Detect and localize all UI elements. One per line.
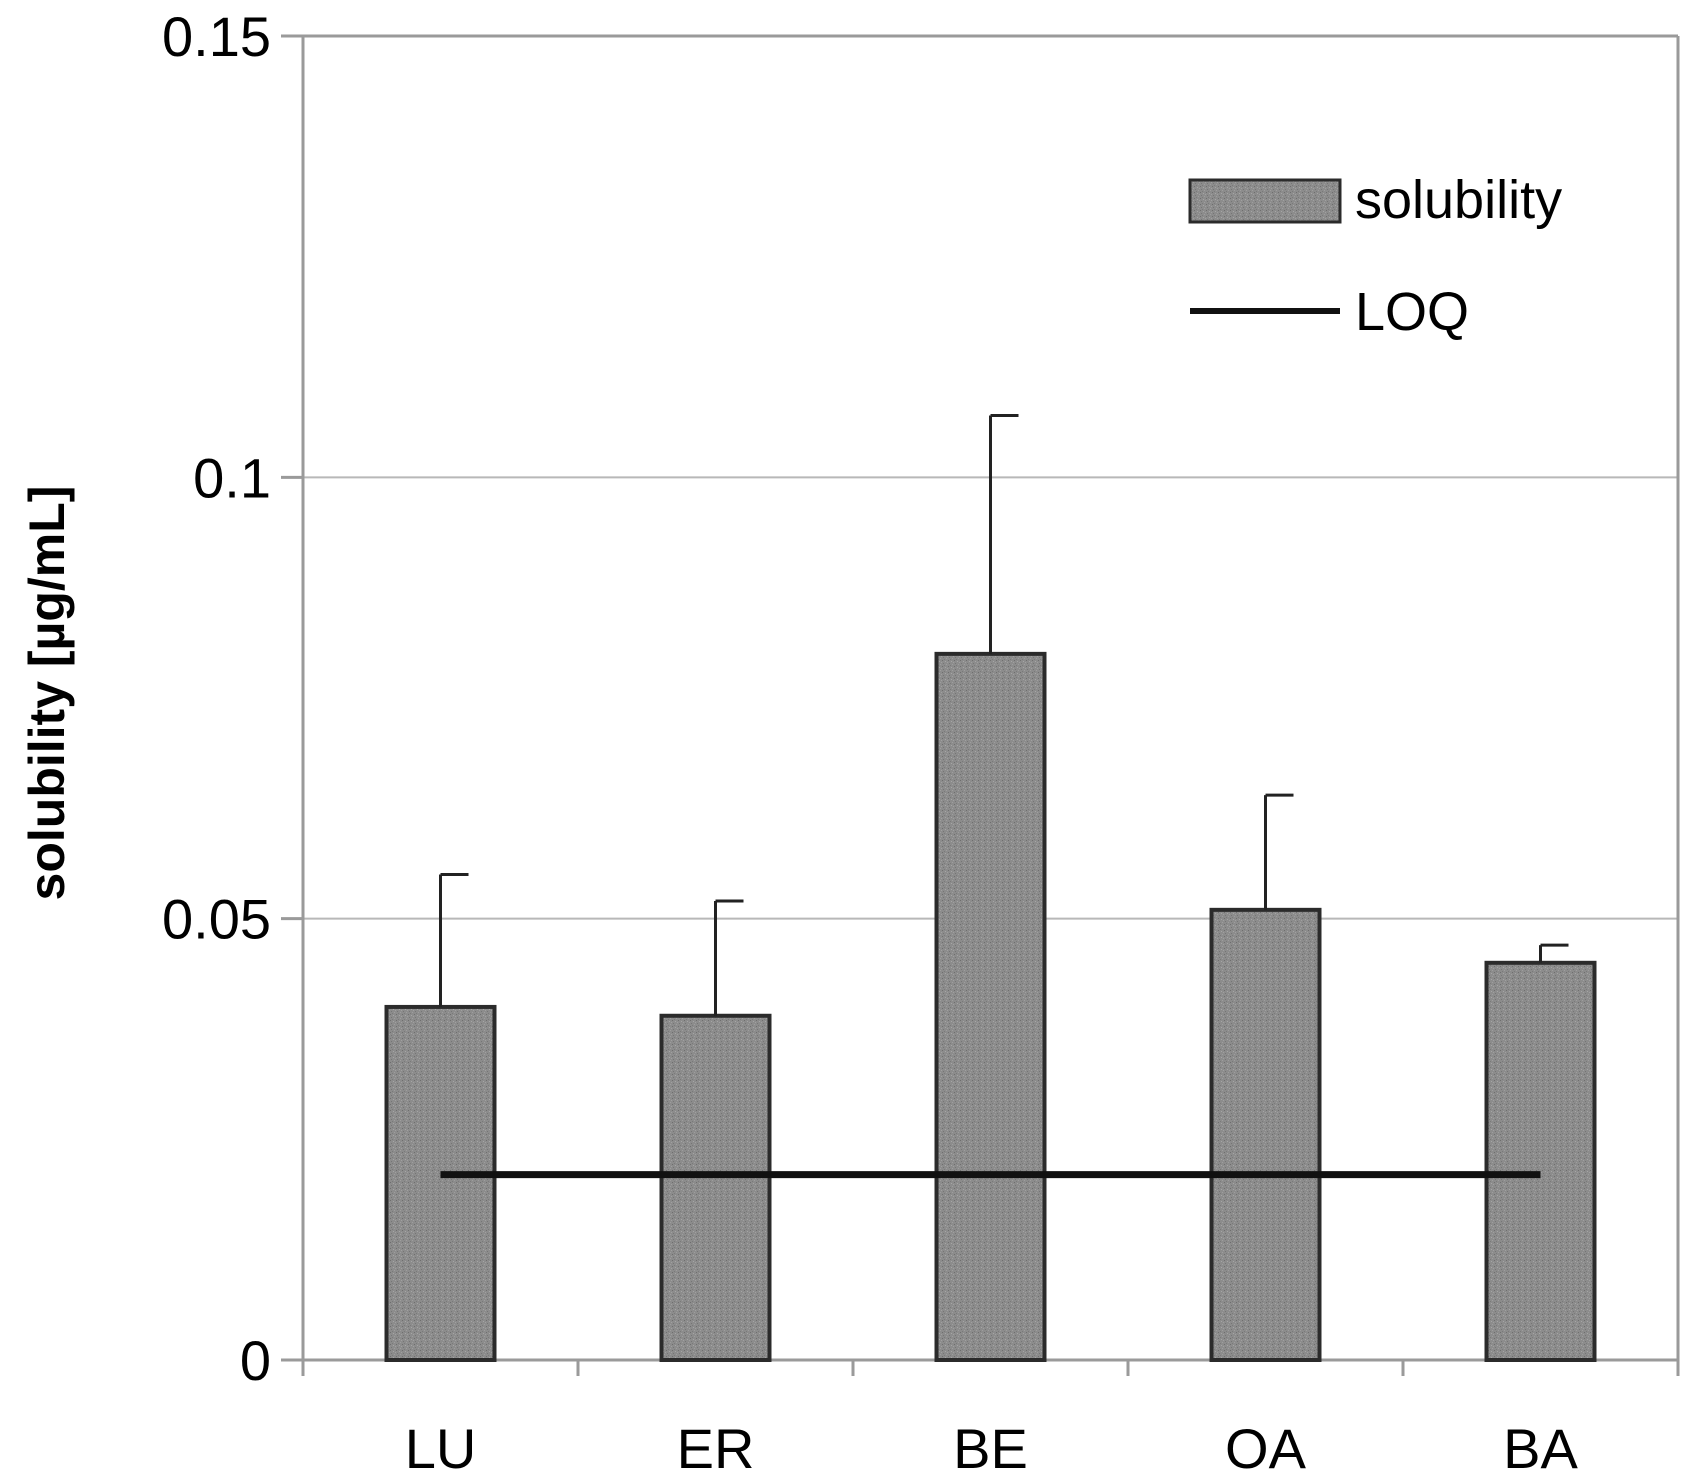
y-tick-label: 0.15 (162, 5, 271, 68)
x-tick-labels: LU ER BE OA BA (405, 1417, 1579, 1480)
bar-oa (1209, 907, 1322, 1363)
y-tick-labels: 0 0.05 0.1 0.15 (162, 5, 271, 1392)
x-tick-label-oa: OA (1225, 1417, 1307, 1480)
legend-label-loq: LOQ (1355, 282, 1469, 342)
y-tick-label: 0 (240, 1329, 271, 1392)
error-bars (439, 414, 1569, 1016)
bar-lu (384, 1004, 497, 1363)
bar-be (934, 651, 1047, 1362)
y-axis-title: solubility [µg/mL] (19, 486, 75, 901)
legend-swatch-solubility (1188, 178, 1342, 224)
x-tick-label-er: ER (677, 1417, 755, 1480)
legend: solubility LOQ (1188, 170, 1562, 342)
bar-er (659, 1013, 772, 1362)
y-tick-label: 0.1 (193, 446, 271, 509)
bars (384, 651, 1597, 1363)
x-tick-label-lu: LU (405, 1417, 477, 1480)
x-tick-label-ba: BA (1503, 1417, 1578, 1480)
bar-ba (1484, 960, 1597, 1362)
legend-label-solubility: solubility (1355, 170, 1562, 230)
x-tick-label-be: BE (953, 1417, 1028, 1480)
y-tick-label: 0.05 (162, 888, 271, 951)
